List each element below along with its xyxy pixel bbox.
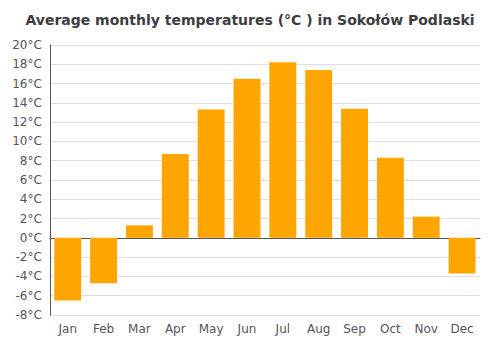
svg-text:Jul: Jul: [275, 322, 290, 336]
svg-text:Mar: Mar: [128, 322, 151, 336]
svg-text:Sep: Sep: [343, 322, 366, 336]
svg-text:10°C: 10°C: [12, 134, 42, 148]
svg-text:12°C: 12°C: [12, 115, 42, 129]
svg-text:6°C: 6°C: [20, 173, 42, 187]
svg-text:2°C: 2°C: [20, 212, 42, 226]
svg-text:Jun: Jun: [237, 322, 257, 336]
svg-text:20°C: 20°C: [12, 38, 42, 52]
svg-text:14°C: 14°C: [12, 96, 42, 110]
svg-text:-2°C: -2°C: [15, 250, 41, 264]
svg-text:Average monthly temperatures (: Average monthly temperatures (°C ) in So…: [25, 12, 474, 28]
svg-text:16°C: 16°C: [12, 77, 42, 91]
svg-text:4°C: 4°C: [20, 192, 42, 206]
svg-text:May: May: [199, 322, 224, 336]
svg-text:Oct: Oct: [380, 322, 401, 336]
svg-text:0°C: 0°C: [20, 231, 42, 245]
svg-text:Jan: Jan: [57, 322, 77, 336]
svg-text:Nov: Nov: [415, 322, 438, 336]
svg-text:8°C: 8°C: [20, 154, 42, 168]
svg-text:Aug: Aug: [307, 322, 330, 336]
svg-text:-6°C: -6°C: [15, 289, 41, 303]
svg-text:Feb: Feb: [93, 322, 114, 336]
svg-text:Dec: Dec: [450, 322, 473, 336]
svg-text:-4°C: -4°C: [15, 269, 41, 283]
svg-text:Apr: Apr: [165, 322, 186, 336]
svg-text:18°C: 18°C: [12, 57, 42, 71]
svg-text:-8°C: -8°C: [15, 308, 41, 322]
